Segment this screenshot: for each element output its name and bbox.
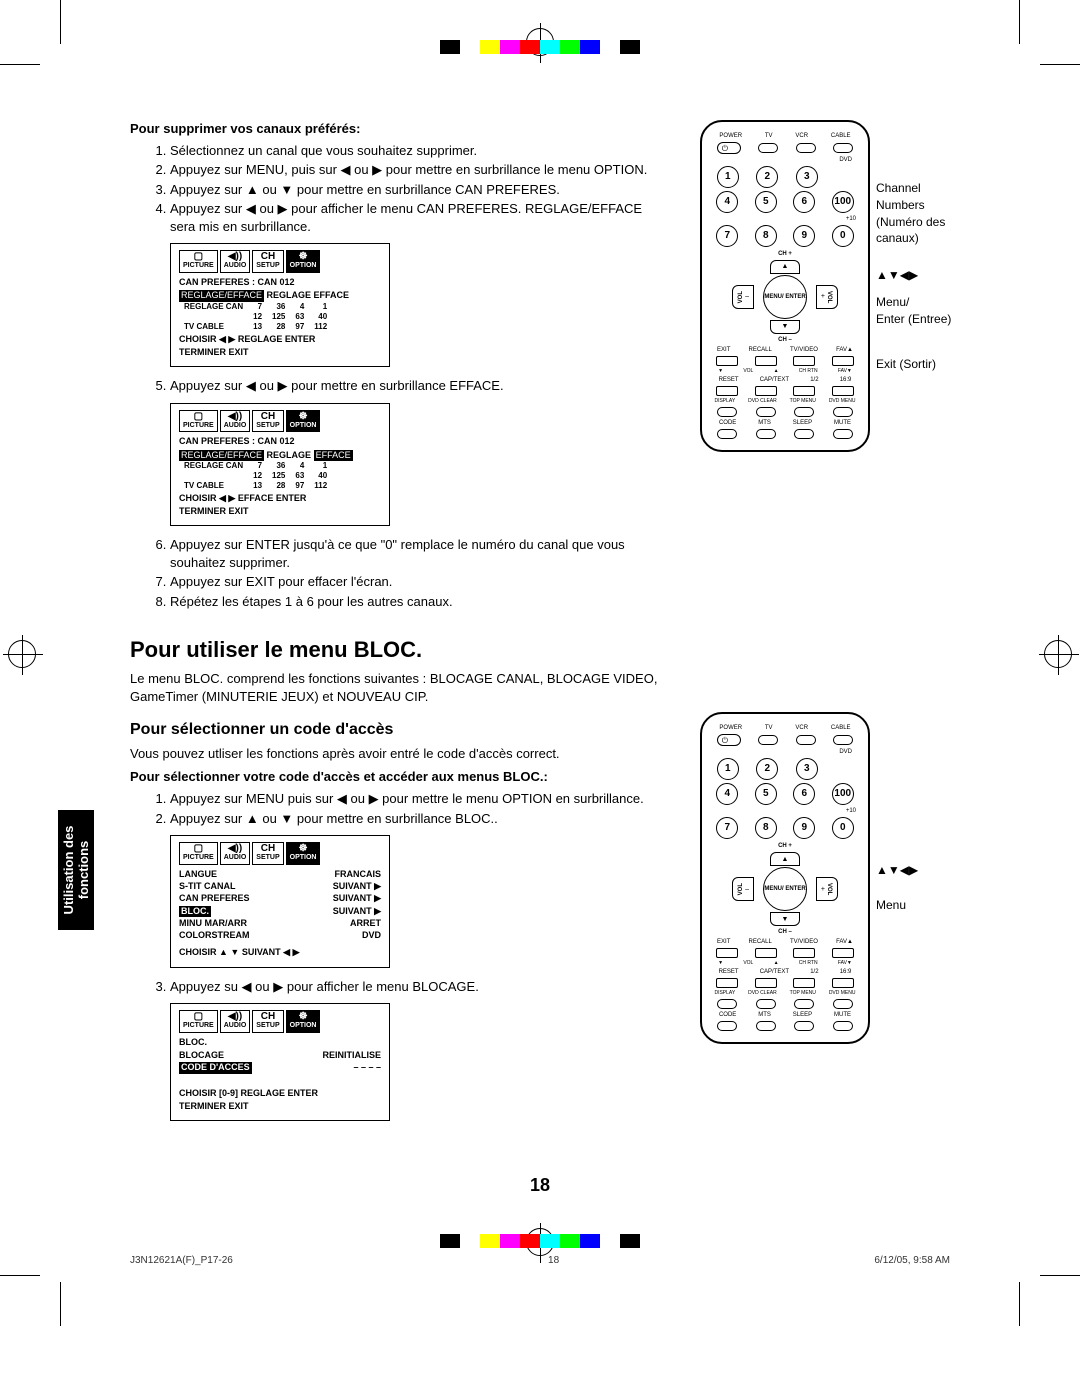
osd-tab: ☸OPTION (286, 1010, 321, 1033)
osd-tab: CHSETUP (252, 410, 283, 433)
crop-mark (60, 1282, 61, 1326)
osd-box-3: ▢PICTURE◀))AUDIOCHSETUP☸OPTION LANGUEFRA… (170, 835, 390, 968)
osd-tab: ☸OPTION (286, 410, 321, 433)
osd-box-4: ▢PICTURE◀))AUDIOCHSETUP☸OPTION BLOC. BLO… (170, 1003, 390, 1121)
osd-tab: ◀))AUDIO (220, 250, 251, 273)
section-tab-line2: fonctions (76, 810, 91, 930)
section2-intro2: Vous pouvez utliser les fonctions après … (130, 745, 670, 763)
osd-box-2: ▢PICTURE◀))AUDIOCHSETUP☸OPTION CAN PREFE… (170, 403, 390, 527)
osd1-choisir: CHOISIR ◀ ▶ REGLAGE ENTER (179, 334, 381, 345)
osd-row: LANGUEFRANCAIS (179, 869, 381, 880)
step-item: Appuyez sur MENU puis sur ◀ ou ▶ pour me… (170, 790, 670, 808)
osd4-title: BLOC. (179, 1037, 381, 1048)
osd-row: CODE D'ACCES– – – – (179, 1062, 381, 1073)
crop-mark (0, 64, 40, 65)
section2-intro: Le menu BLOC. comprend les fonctions sui… (130, 670, 670, 705)
osd-tab: ▢PICTURE (179, 1010, 218, 1033)
osd4-choisir: CHOISIR [0-9] REGLAGE ENTER (179, 1088, 381, 1099)
ann-exit: Exit (Sortir) (876, 356, 960, 373)
crop-mark (1019, 1282, 1020, 1326)
footer: J3N12621A(F)_P17-26 18 6/12/05, 9:58 AM (130, 1255, 950, 1266)
osd-tab: ▢PICTURE (179, 842, 218, 865)
crop-mark (1040, 1275, 1080, 1276)
crop-mark (1040, 64, 1080, 65)
osd2-terminer: TERMINER EXIT (179, 506, 381, 517)
osd-tab: ▢PICTURE (179, 410, 218, 433)
step-5: Appuyez sur ◀ ou ▶ pour mettre en surbri… (130, 377, 670, 395)
section1-heading: Pour supprimer vos canaux préférés: (130, 120, 670, 138)
osd2-choisir: CHOISIR ◀ ▶ EFFACE ENTER (179, 493, 381, 504)
registration-mark-left (8, 640, 36, 668)
colorbar-top (440, 40, 640, 54)
step-item: Sélectionnez un canal que vous souhaitez… (170, 142, 670, 160)
osd-row: BLOCAGEREINITIALISE (179, 1050, 381, 1061)
section2-step-3: Appuyez su ◀ ou ▶ pour afficher le menu … (130, 978, 670, 996)
osd-tab: CHSETUP (252, 1010, 283, 1033)
crop-mark (1019, 0, 1020, 44)
section2-step-3-text: Appuyez su ◀ ou ▶ pour afficher le menu … (170, 978, 670, 996)
step-item: Appuyez sur ▲ ou ▼ pour mettre en surbri… (170, 810, 670, 828)
steps-1-4: Sélectionnez un canal que vous souhaitez… (130, 142, 670, 236)
page-number: 18 (530, 1175, 550, 1196)
section-tab-line1: Utilisation des (61, 810, 76, 930)
osd-row: MINU MAR/ARRARRET (179, 918, 381, 929)
osd-tab: ◀))AUDIO (220, 1010, 251, 1033)
osd-tab: CHSETUP (252, 250, 283, 273)
section2-bold: Pour sélectionner votre code d'accès et … (130, 768, 670, 786)
osd1-row1b: REGLAGE EFFACE (267, 290, 350, 300)
remote2-annotations: ▲▼◀▶ Menu (876, 862, 918, 914)
footer-left: J3N12621A(F)_P17-26 (130, 1255, 233, 1266)
section-tab: Utilisation des fonctions (58, 810, 94, 930)
step-item: Appuyez sur EXIT pour effacer l'écran. (170, 573, 670, 591)
remote-control-2: POWERTVVCRCABLE⏻DVD123456100+107890CH +▲… (700, 712, 870, 1054)
section2-h2: Pour utiliser le menu BLOC. (130, 635, 670, 665)
osd-tab: CHSETUP (252, 842, 283, 865)
step-item: Appuyez sur ENTER jusqu'à ce que "0" rem… (170, 536, 670, 571)
step-item: Répétez les étapes 1 à 6 pour les autres… (170, 593, 670, 611)
step-item: Appuyez sur MENU, puis sur ◀ ou ▶ pour m… (170, 161, 670, 179)
osd-tab: ◀))AUDIO (220, 410, 251, 433)
osd1-title: CAN PREFERES : CAN 012 (179, 277, 381, 288)
osd-tab: ☸OPTION (286, 842, 321, 865)
remote1-annotations: Channel Numbers(Numéro des canaux) ▲▼◀▶ … (876, 180, 960, 372)
colorbar-bottom (440, 1234, 640, 1248)
osd-row: BLOC.SUIVANT ▶ (179, 906, 381, 917)
footer-right: 6/12/05, 9:58 AM (874, 1255, 950, 1266)
ann-arrows: ▲▼◀▶ (876, 267, 960, 284)
footer-mid: 18 (548, 1255, 559, 1266)
ann2-menu: Menu (876, 897, 918, 914)
registration-mark-right (1044, 640, 1072, 668)
step-5-text: Appuyez sur ◀ ou ▶ pour mettre en surbri… (170, 377, 670, 395)
osd-row: S-TIT CANALSUIVANT ▶ (179, 881, 381, 892)
osd1-highlight: REGLAGE/EFFACE (179, 290, 264, 301)
crop-mark (0, 1275, 40, 1276)
steps-6-8: Appuyez sur ENTER jusqu'à ce que "0" rem… (130, 536, 670, 610)
osd2-title: CAN PREFERES : CAN 012 (179, 436, 381, 447)
osd-tab: ☸OPTION (286, 250, 321, 273)
osd4-terminer: TERMINER EXIT (179, 1101, 381, 1112)
remote-control-1: POWERTVVCRCABLE⏻DVD123456100+107890CH +▲… (700, 120, 870, 462)
osd2-efface: EFFACE (314, 450, 353, 461)
section2-h3: Pour sélectionner un code d'accès (130, 719, 670, 741)
osd-row: COLORSTREAMDVD (179, 930, 381, 941)
ann2-arrows: ▲▼◀▶ (876, 862, 918, 879)
step-item: Appuyez sur ◀ ou ▶ pour afficher le menu… (170, 200, 670, 235)
osd-row: CAN PREFERESSUIVANT ▶ (179, 893, 381, 904)
osd-tab: ◀))AUDIO (220, 842, 251, 865)
osd1-terminer: TERMINER EXIT (179, 347, 381, 358)
crop-mark (60, 0, 61, 44)
osd-tab: ▢PICTURE (179, 250, 218, 273)
osd2-highlight: REGLAGE/EFFACE (179, 450, 264, 461)
osd3-choisir: CHOISIR ▲ ▼ SUIVANT ◀ ▶ (179, 947, 381, 958)
osd-box-1: ▢PICTURE◀))AUDIOCHSETUP☸OPTION CAN PREFE… (170, 243, 390, 367)
section2-steps-1-2: Appuyez sur MENU puis sur ◀ ou ▶ pour me… (130, 790, 670, 827)
step-item: Appuyez sur ▲ ou ▼ pour mettre en surbri… (170, 181, 670, 199)
ann-ch-num: Channel Numbers(Numéro des canaux) (876, 180, 960, 247)
ann-menu: Menu/Enter (Entree) (876, 294, 960, 328)
